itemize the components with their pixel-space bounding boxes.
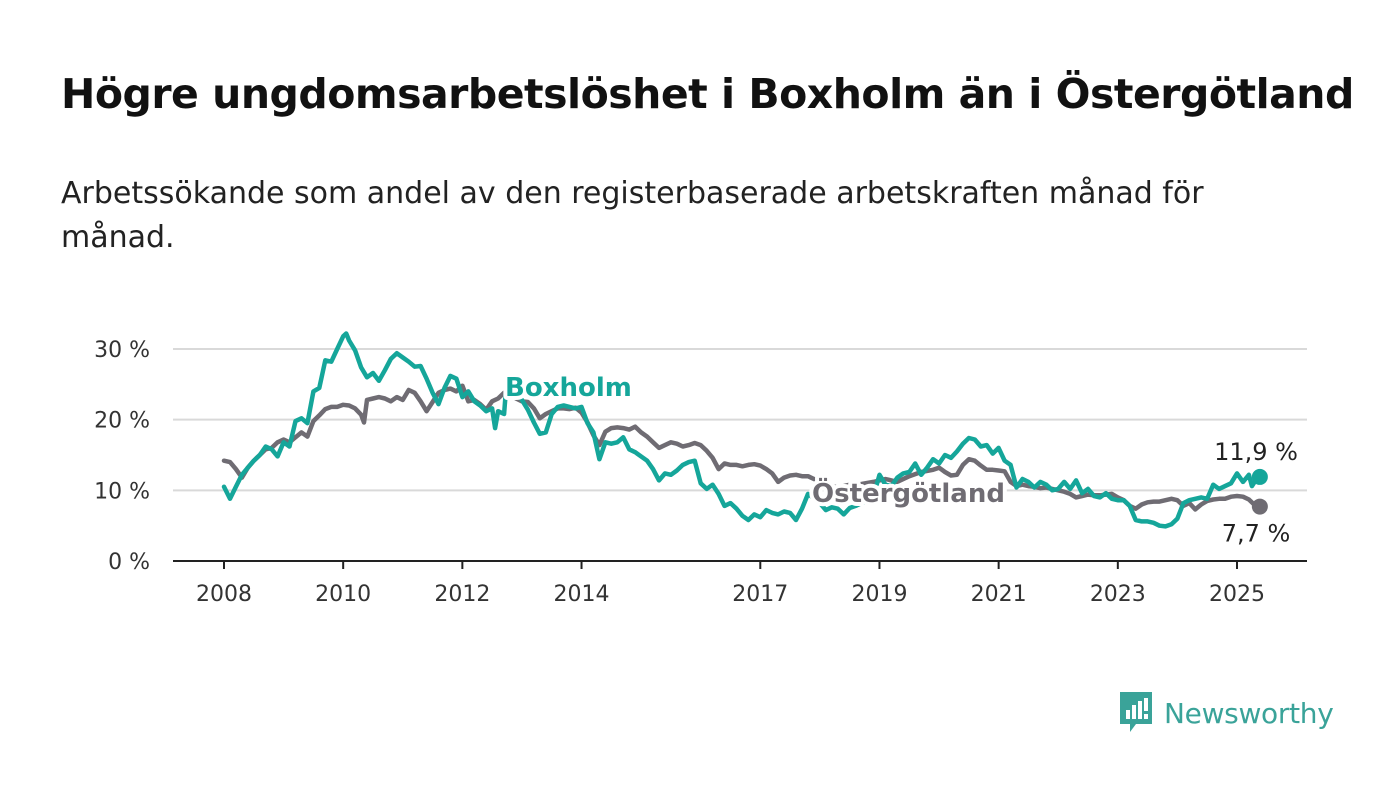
end-value-label-boxholm: 11,9 % — [1214, 438, 1298, 466]
x-tick-label: 2023 — [1090, 582, 1146, 607]
series-label-halo-ostergotland: Östergötland — [812, 476, 1005, 509]
chart-subtitle: Arbetssökande som andel av den registerb… — [61, 176, 1204, 255]
brand-logo: Newsworthy — [1118, 690, 1334, 736]
series-end-marker-ostergotland — [1251, 498, 1268, 515]
x-tick-label: 2025 — [1209, 582, 1265, 607]
series-labels: BoxholmBoxholmÖstergötlandÖstergötland11… — [501, 369, 1298, 548]
y-tick-label: 0 % — [108, 550, 150, 575]
grid-lines — [173, 348, 1307, 562]
x-tick-label: 2017 — [732, 582, 788, 607]
y-tick-label: 30 % — [94, 338, 150, 363]
series-label-ostergotland: Östergötland — [812, 476, 1005, 509]
newsworthy-logo-icon — [1120, 692, 1152, 732]
x-tick-label: 2010 — [315, 582, 371, 607]
series-end-marker-boxholm — [1251, 468, 1268, 485]
x-axis-ticks: 2008 2010 2012 2014 2017 2019 2021 2023 2025 — [196, 561, 1265, 607]
x-tick-label: 2008 — [196, 582, 252, 607]
y-tick-label: 10 % — [94, 479, 150, 504]
chart-title: Högre ungdomsarbetslöshet i Boxholm än i… — [61, 70, 1354, 118]
x-tick-label: 2021 — [971, 582, 1027, 607]
x-tick-label: 2012 — [434, 582, 490, 607]
x-tick-label: 2019 — [851, 582, 907, 607]
series-label-halo-boxholm: Boxholm — [505, 373, 632, 403]
series-label-boxholm: Boxholm — [505, 373, 632, 403]
series-lines — [221, 331, 1268, 529]
y-axis-ticks: 0 % 10 % 20 % 30 % — [94, 338, 150, 575]
end-value-label-ostergotland: 7,7 % — [1222, 520, 1291, 548]
x-tick-label: 2014 — [554, 582, 610, 607]
brand-name: Newsworthy — [1164, 696, 1334, 730]
y-tick-label: 20 % — [94, 409, 150, 434]
series-line-boxholm — [221, 331, 1261, 529]
